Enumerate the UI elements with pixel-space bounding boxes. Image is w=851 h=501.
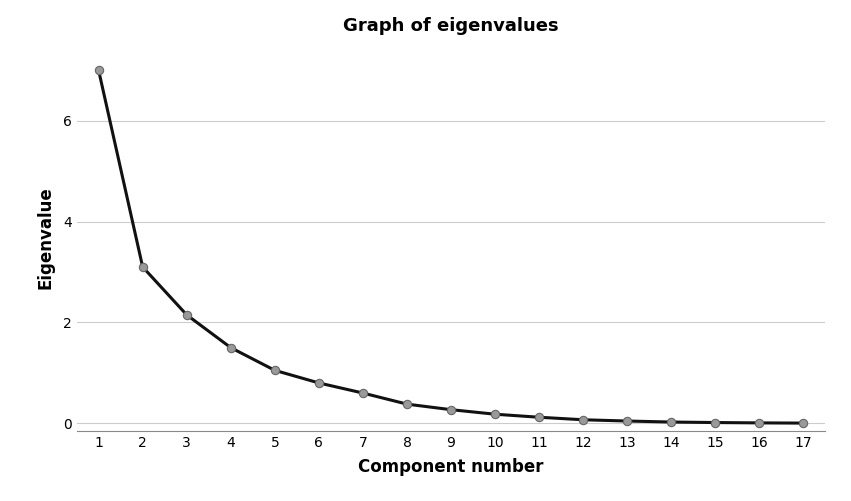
X-axis label: Component number: Component number xyxy=(358,458,544,476)
Y-axis label: Eigenvalue: Eigenvalue xyxy=(37,186,54,290)
Title: Graph of eigenvalues: Graph of eigenvalues xyxy=(343,17,559,35)
